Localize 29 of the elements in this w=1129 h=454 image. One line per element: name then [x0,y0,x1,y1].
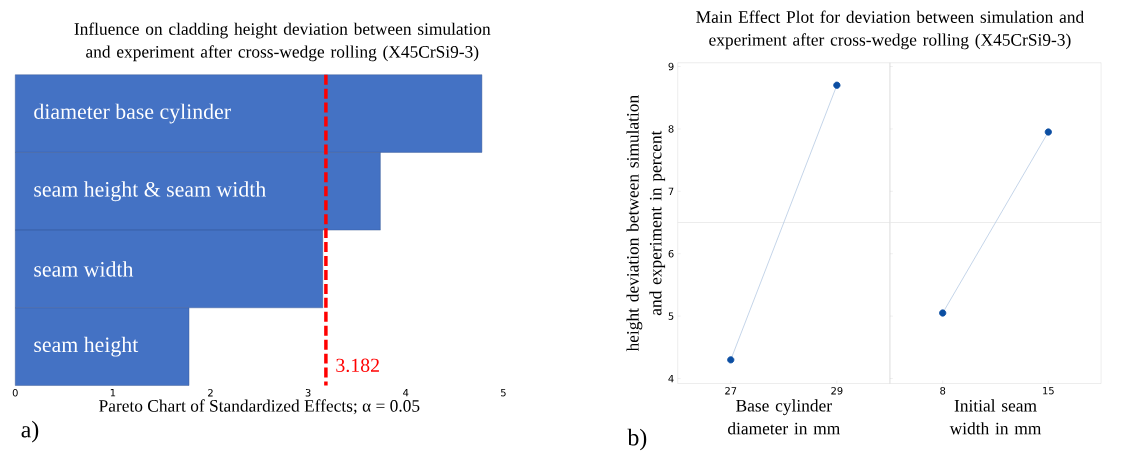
text: a) [21,420,39,443]
y-tick-label: 8 [668,125,674,133]
chart-title: Influence on cladding height deviation between simulation and experiment after cross-wedge rolling (X45CrSi9-3) [74,22,491,62]
x-tick-label: 27 [725,387,737,395]
y-tick-label: 6 [668,250,674,258]
y-tick-label: 7 [668,187,674,196]
y-tick-label: 9 [668,62,674,71]
y-tick-label: diameter base cylinder [34,103,231,124]
x-axis-title: Pareto Chart of Standardized Effects; α = 0.05 [99,399,420,415]
x-tick-label: 1 [110,389,116,397]
x-tick-label: 4 [403,389,409,397]
chart-title: Main Effect Plot for deviation between simulation and experiment after cross-wedge rolling (X45CrSi9-3) [696,10,1084,50]
y-tick-label: seam height & seam width [34,181,266,202]
y-tick-label: 4 [668,375,674,383]
x-tick-label: 15 [1043,387,1054,395]
text: b) [627,428,647,451]
ref-line-label: 3.182 [336,358,379,373]
y-tick-label: seam height [34,336,139,357]
y-tick-label: 5 [668,312,674,320]
y-axis-title: height deviation between simulation and experiment in percent [626,95,666,352]
x-tick-label: 5 [500,389,506,397]
x-tick-label: 2 [208,389,213,397]
x-tick-label: 29 [831,387,843,395]
x-axis-title: Initial seam width in mm [949,399,1042,435]
x-tick-label: 3 [305,389,311,397]
x-tick-label: 8 [940,387,946,395]
x-tick-label: 0 [12,389,18,397]
x-axis-title: Base cylinder diameter in mm [728,399,840,435]
y-tick-label: seam width [34,261,134,277]
